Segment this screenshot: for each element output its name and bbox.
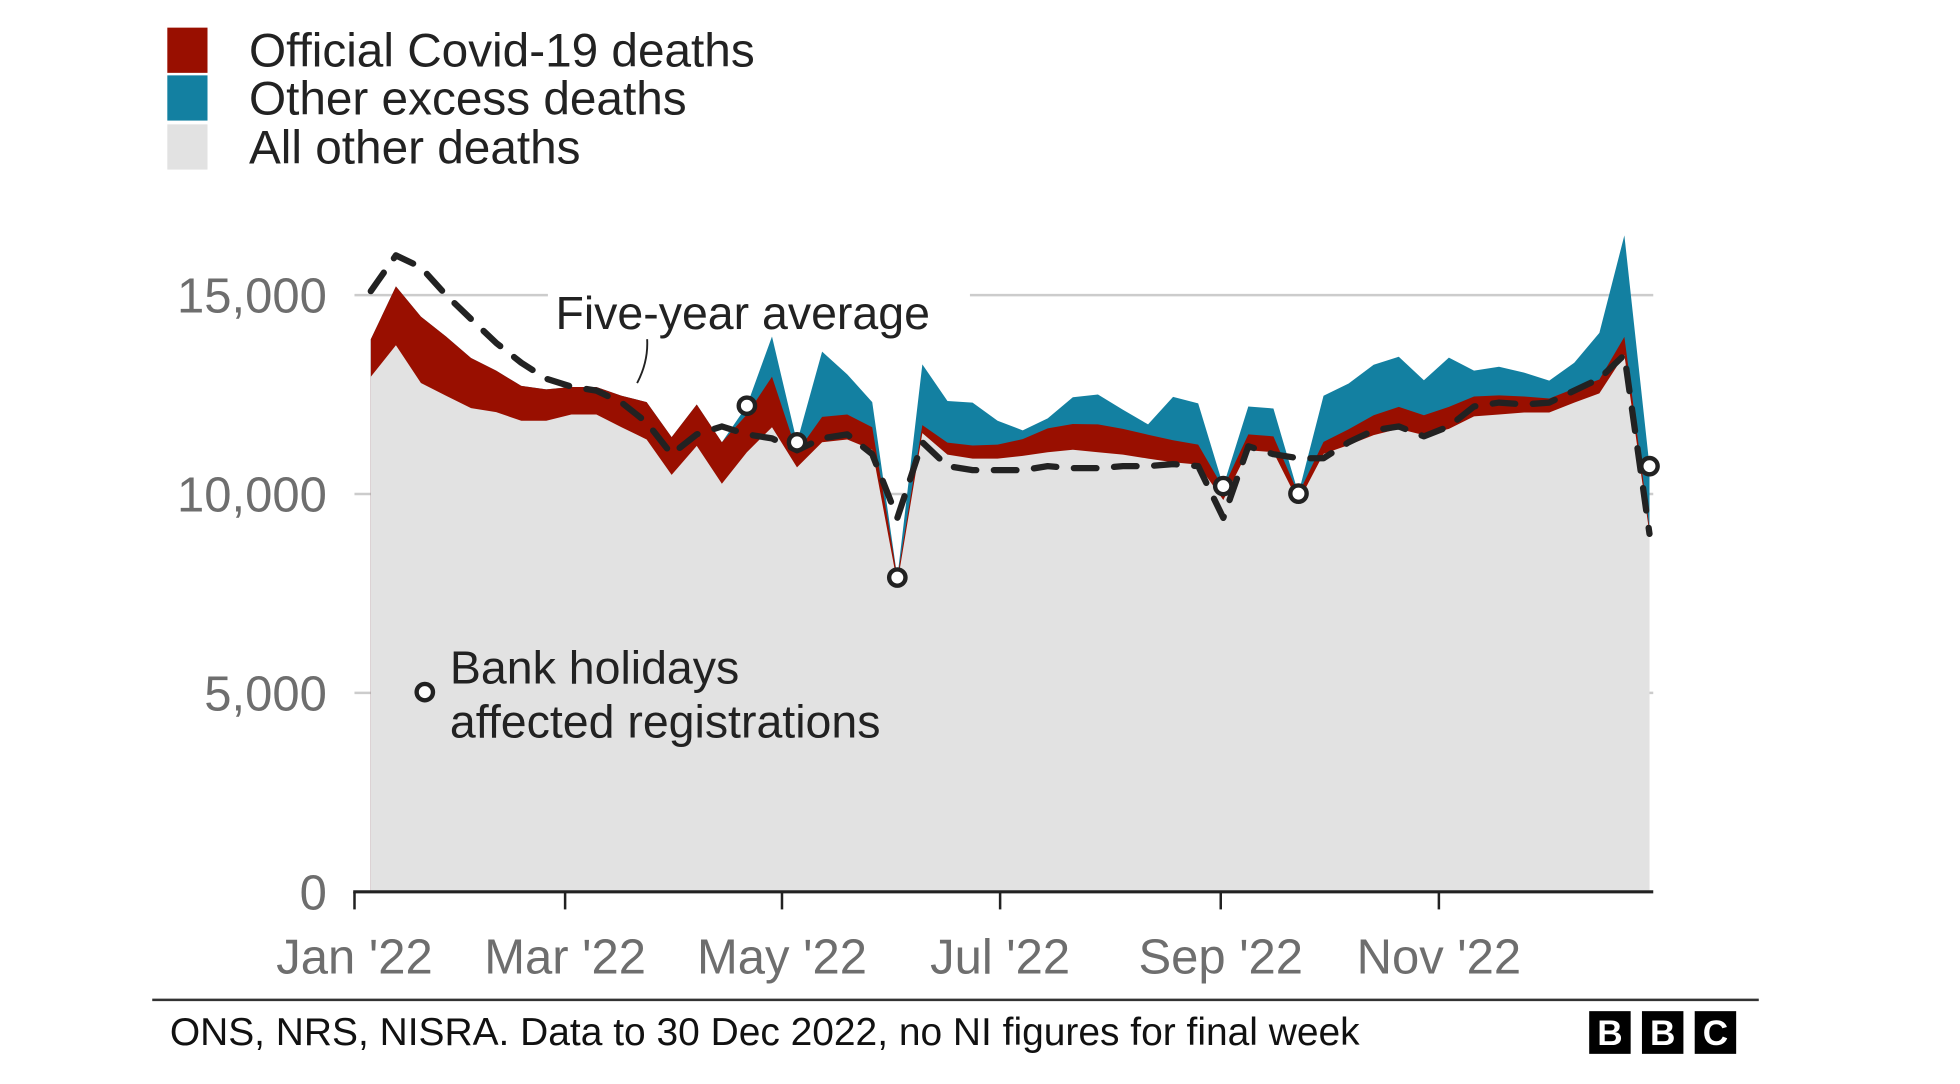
bank-holiday-marker (1212, 475, 1234, 497)
legend-label-excess: Other excess deaths (249, 72, 687, 125)
legend-swatch-other (167, 124, 208, 170)
y-tick-label: 0 (300, 866, 327, 920)
legend-label-covid: Official Covid-19 deaths (249, 25, 755, 78)
x-tick-label: Nov '22 (1357, 930, 1522, 984)
all-other-deaths-area (370, 345, 1650, 892)
bbc-logo-letter: B (1597, 1014, 1622, 1053)
annotation-bg (547, 278, 970, 337)
legend-swatch-covid (167, 27, 208, 73)
bank-holiday-marker (786, 431, 808, 453)
x-tick-label: Sep '22 (1138, 930, 1303, 984)
legend: Official Covid-19 deaths Other excess de… (167, 25, 755, 174)
y-tick-label: 15,000 (177, 270, 327, 324)
bank-holidays-label-line1: Bank holidays (450, 641, 739, 693)
x-tick-label: Jul '22 (930, 930, 1070, 984)
source-note: ONS, NRS, NISRA. Data to 30 Dec 2022, no… (170, 1011, 1360, 1054)
x-tick-label: Mar '22 (484, 930, 646, 984)
y-tick-label: 5,000 (204, 668, 327, 722)
legend-label-other: All other deaths (249, 121, 581, 174)
y-tick-label: 10,000 (177, 469, 327, 523)
bank-holiday-legend-marker (414, 681, 436, 703)
bank-holiday-marker (736, 395, 758, 417)
five-year-average-label: Five-year average (555, 287, 929, 339)
axes: Jan '22 Mar '22 May '22 Jul '22 Sep '22 Nov '… (276, 890, 1654, 984)
bank-holiday-marker (886, 567, 908, 588)
bank-holiday-marker (1288, 483, 1309, 504)
five-year-average-line (367, 252, 1653, 537)
bank-holidays-label-line2: affected registrations (450, 695, 881, 747)
x-tick-label: May '22 (697, 930, 867, 984)
legend-swatch-excess (167, 75, 208, 121)
bank-holiday-marker (1639, 455, 1660, 477)
five-year-average-leader (636, 339, 649, 384)
bbc-logo-letter: B (1650, 1014, 1675, 1053)
five-year-average-path (367, 252, 1653, 537)
x-tick-label: Jan '22 (276, 930, 432, 984)
bbc-logo-letter: C (1703, 1014, 1728, 1053)
bank-holiday-markers (736, 395, 1660, 588)
